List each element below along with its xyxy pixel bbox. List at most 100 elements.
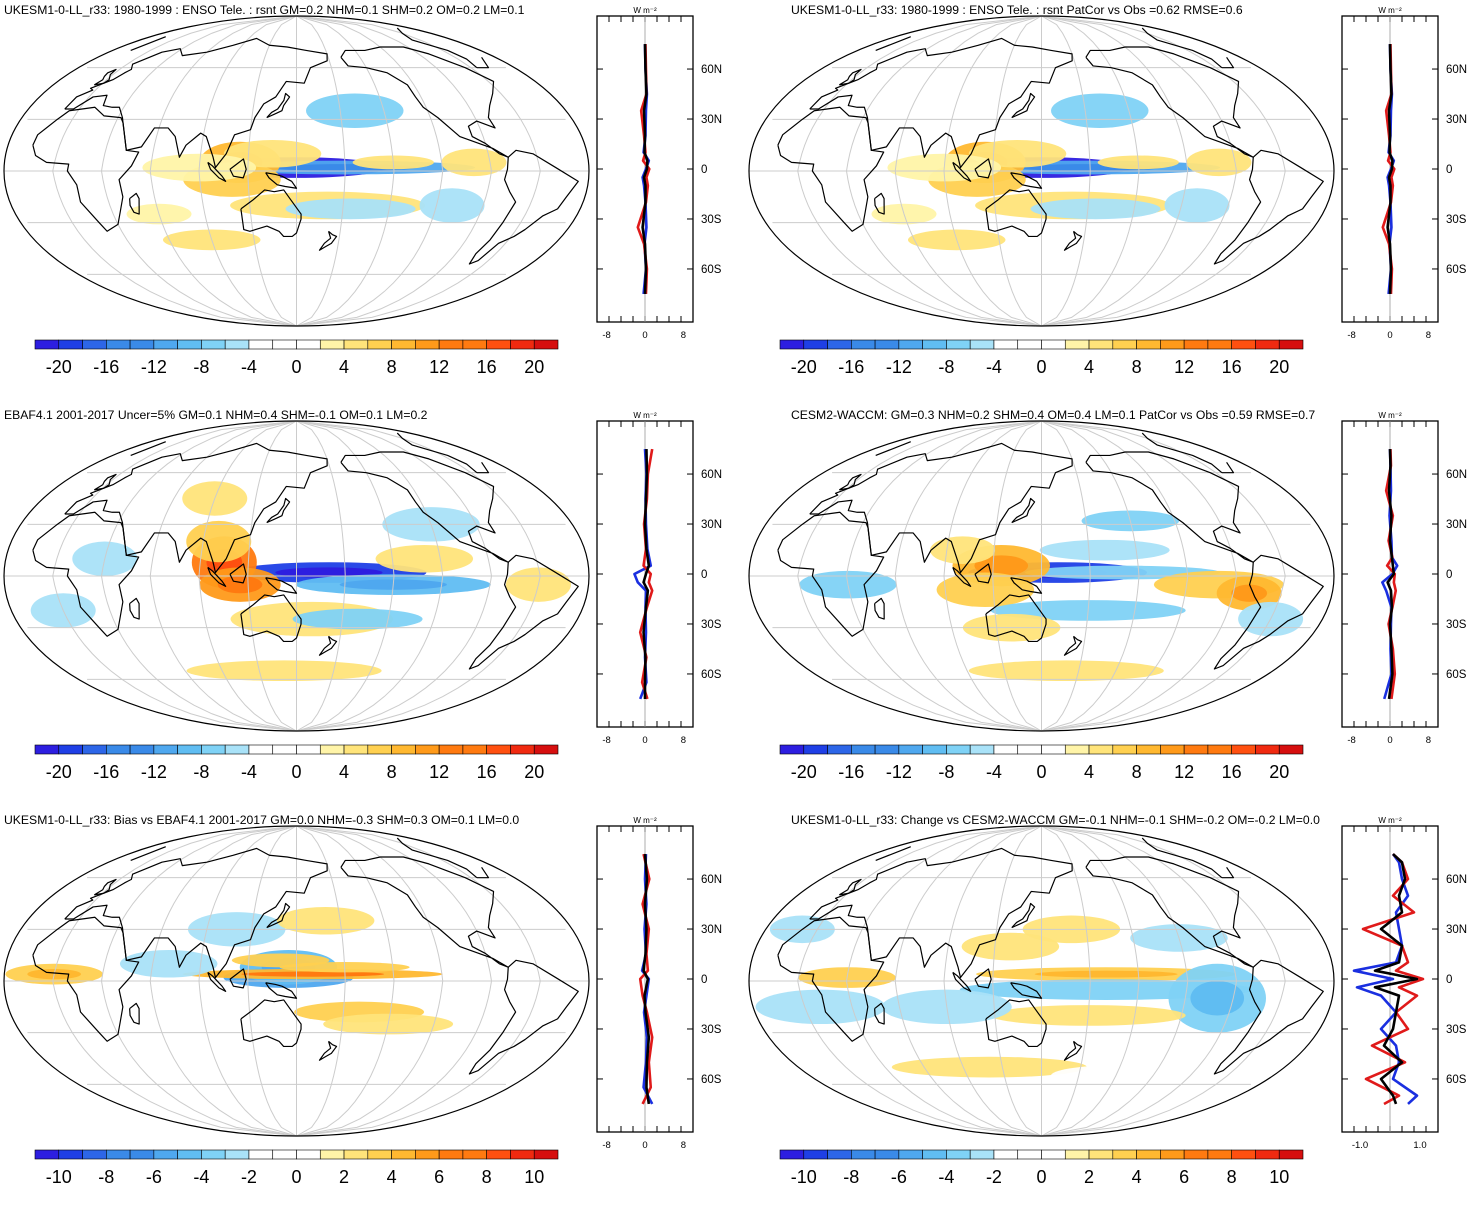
zonal-x-tick-label: -1.0 bbox=[1352, 1140, 1368, 1151]
graticule-lon bbox=[1041, 421, 1286, 731]
zonal-series-red bbox=[1361, 853, 1425, 1106]
coastline-greenland bbox=[476, 462, 490, 474]
colorbar-cell bbox=[34, 1149, 60, 1160]
anomaly-region bbox=[231, 953, 330, 968]
colorbar-label: -4 bbox=[986, 762, 1002, 782]
coastline-africa bbox=[777, 916, 885, 1042]
colorbar-label: 16 bbox=[1222, 357, 1242, 377]
coastline-borneo bbox=[229, 968, 247, 989]
graticule-lon bbox=[296, 16, 346, 326]
colorbar-cell bbox=[272, 744, 297, 755]
graticule-lon bbox=[296, 421, 346, 731]
colorbar-cell bbox=[34, 339, 60, 350]
zonal-x-tick-label: 8 bbox=[681, 1140, 686, 1151]
coastline-sumatra bbox=[952, 161, 972, 182]
colorbar-label: 0 bbox=[291, 357, 301, 377]
anomaly-region bbox=[1089, 1036, 1220, 1064]
map-border bbox=[3, 15, 590, 327]
anomaly-region bbox=[961, 932, 1060, 961]
colorbar-cell bbox=[851, 1149, 876, 1160]
latitude-label: 0 bbox=[1446, 164, 1452, 176]
anomaly-region bbox=[1186, 148, 1252, 177]
colorbar-label: -8 bbox=[843, 1167, 859, 1187]
map bbox=[748, 825, 1335, 1137]
colorbar-cell bbox=[438, 339, 464, 350]
colorbar-cell bbox=[106, 1149, 131, 1160]
colorbar-label: -8 bbox=[98, 1167, 114, 1187]
colorbar-label: 6 bbox=[434, 1167, 444, 1187]
colorbar-label: 20 bbox=[1269, 762, 1289, 782]
coastline-uk bbox=[838, 68, 862, 86]
colorbar-label: 0 bbox=[1036, 762, 1046, 782]
coastline-africa bbox=[32, 511, 140, 637]
colorbar-label: -16 bbox=[838, 357, 864, 377]
colorbar: -20 -16 -12 -8 -4 0 4 8 12 16 20 bbox=[34, 339, 559, 377]
coastline-americaN bbox=[1085, 856, 1254, 968]
anomaly-region bbox=[276, 906, 375, 935]
coastline-madagascar bbox=[874, 597, 885, 620]
colorbar-cell bbox=[177, 744, 202, 755]
graticule-lon bbox=[845, 16, 1042, 326]
colorbar-label: 12 bbox=[1174, 762, 1194, 782]
colorbar-label: 8 bbox=[1132, 762, 1142, 782]
zonal-mean-plot: W m⁻² -8 0 8 60N 30N 0 30S 60S bbox=[596, 411, 722, 746]
graticule-lon bbox=[100, 16, 297, 326]
colorbar-cell bbox=[343, 339, 369, 350]
map bbox=[3, 825, 590, 1137]
colorbar-cell bbox=[319, 1149, 345, 1160]
coastline-uk bbox=[838, 878, 862, 896]
graticule-lon bbox=[296, 16, 444, 326]
colorbar-label: -4 bbox=[241, 357, 257, 377]
colorbar-cell bbox=[803, 339, 828, 350]
zonal-x-tick-label: 8 bbox=[1426, 330, 1431, 341]
graticule-lon bbox=[797, 826, 1042, 1136]
colorbar-cell bbox=[874, 744, 900, 755]
colorbar-cell bbox=[922, 1149, 947, 1160]
colorbar-label: -8 bbox=[938, 357, 954, 377]
graticule-lon bbox=[247, 16, 297, 326]
coastline-newguinea bbox=[1010, 172, 1043, 189]
zonal-series-black bbox=[641, 44, 649, 294]
coastline-australia bbox=[240, 189, 302, 238]
anomaly-region bbox=[930, 536, 996, 564]
coastline-nz bbox=[1063, 635, 1083, 656]
colorbar-cell bbox=[319, 744, 345, 755]
colorbar-label: -10 bbox=[791, 1167, 817, 1187]
anomaly-region bbox=[186, 520, 252, 563]
coastline-greenland bbox=[476, 867, 490, 879]
zonal-x-tick-label: -8 bbox=[1347, 330, 1355, 341]
colorbar-label: -4 bbox=[193, 1167, 209, 1187]
colorbar-cell bbox=[946, 339, 971, 350]
panel-svg: CESM2-WACCM: GM=0.3 NHM=0.2 SHM=0.4 OM=0… bbox=[748, 408, 1467, 782]
coastline-australia bbox=[240, 999, 302, 1048]
coastline-greenland bbox=[396, 27, 478, 69]
colorbar-cell bbox=[462, 339, 487, 350]
graticule-lon bbox=[52, 421, 297, 731]
colorbar-label: 10 bbox=[524, 1167, 544, 1187]
colorbar-cell bbox=[803, 1149, 828, 1160]
coastline-africa bbox=[32, 106, 140, 232]
colorbar-label: -12 bbox=[886, 762, 912, 782]
coastline-madagascar bbox=[129, 597, 140, 620]
colorbar-label: 8 bbox=[387, 357, 397, 377]
coastline-japan bbox=[266, 497, 291, 524]
panel-change-vs-cesm2: UKESM1-0-LL_r33: Change vs CESM2-WACCM G… bbox=[745, 810, 1483, 1210]
colorbar-label: 10 bbox=[1269, 1167, 1289, 1187]
anomaly-region bbox=[292, 608, 423, 630]
zonal-series-black bbox=[1386, 44, 1394, 294]
colorbar-cell bbox=[922, 339, 947, 350]
colorbar-label: 8 bbox=[482, 1167, 492, 1187]
coastline-australia bbox=[985, 189, 1047, 238]
graticule-lon bbox=[296, 16, 541, 326]
anomaly-region bbox=[879, 898, 978, 926]
coastline-americaN bbox=[340, 451, 509, 563]
graticule-lon bbox=[845, 826, 1042, 1136]
colorbar-cell bbox=[462, 744, 487, 755]
anomaly-region bbox=[264, 1056, 460, 1078]
colorbar-label: 16 bbox=[1222, 762, 1242, 782]
panel-title: EBAF4.1 2001-2017 Uncer=5% GM=0.1 NHM=0.… bbox=[4, 408, 428, 422]
map bbox=[748, 15, 1335, 327]
colorbar-cell bbox=[343, 1149, 369, 1160]
colorbar-label: -10 bbox=[46, 1167, 72, 1187]
colorbar-cell bbox=[946, 744, 971, 755]
